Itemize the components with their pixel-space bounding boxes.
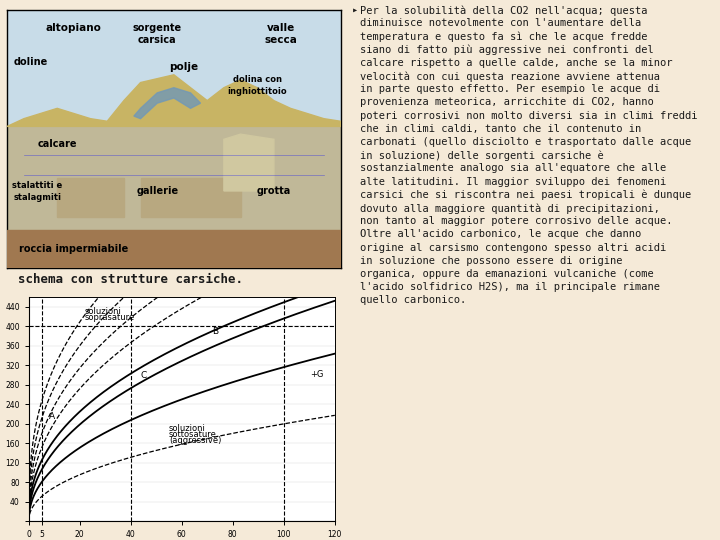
- Text: stalattiti e: stalattiti e: [12, 181, 63, 190]
- Text: gallerie: gallerie: [136, 186, 179, 196]
- Text: calcare: calcare: [37, 139, 77, 150]
- Text: in soluzione) delle sorgenti carsiche è: in soluzione) delle sorgenti carsiche è: [360, 150, 604, 161]
- Text: +G: +G: [310, 370, 323, 380]
- Text: in parte questo effetto. Per esempio le acque di: in parte questo effetto. Per esempio le …: [360, 84, 660, 94]
- Polygon shape: [224, 134, 274, 191]
- Text: sorgente: sorgente: [132, 23, 181, 33]
- Text: grotta: grotta: [257, 186, 291, 196]
- Text: dovuto alla maggiore quantità di precipitazioni,: dovuto alla maggiore quantità di precipi…: [360, 203, 660, 213]
- Text: velocità con cui questa reazione avviene attenua: velocità con cui questa reazione avviene…: [360, 71, 660, 82]
- Polygon shape: [7, 75, 341, 126]
- Text: soluzioni: soluzioni: [85, 307, 122, 316]
- Polygon shape: [140, 178, 240, 217]
- Text: sostanzialmente analogo sia all'equatore che alle: sostanzialmente analogo sia all'equatore…: [360, 164, 666, 173]
- Text: poteri corrosivi non molto diversi sia in climi freddi: poteri corrosivi non molto diversi sia i…: [360, 111, 698, 120]
- Text: ▸: ▸: [352, 5, 359, 15]
- Text: carsici che si riscontra nei paesi tropicali è dunque: carsici che si riscontra nei paesi tropi…: [360, 190, 691, 200]
- Text: provenienza meteorica, arricchite di CO2, hanno: provenienza meteorica, arricchite di CO2…: [360, 97, 654, 107]
- Text: in soluzione che possono essere di origine: in soluzione che possono essere di origi…: [360, 256, 623, 266]
- Text: carbonati (quello disciolto e trasportato dalle acque: carbonati (quello disciolto e trasportat…: [360, 137, 691, 147]
- Polygon shape: [7, 10, 341, 126]
- Text: che in climi caldi, tanto che il contenuto in: che in climi caldi, tanto che il contenu…: [360, 124, 642, 134]
- Text: quello carbonico.: quello carbonico.: [360, 295, 467, 306]
- Text: polje: polje: [169, 62, 199, 72]
- Y-axis label: CaCO₃  mg/l: CaCO₃ mg/l: [0, 382, 1, 436]
- Polygon shape: [7, 230, 341, 268]
- Text: (aggressive): (aggressive): [169, 436, 222, 446]
- Polygon shape: [57, 178, 124, 217]
- Text: secca: secca: [264, 35, 297, 45]
- Text: altopiano: altopiano: [46, 23, 102, 33]
- Text: l'acido solfidrico H2S), ma il principale rimane: l'acido solfidrico H2S), ma il principal…: [360, 282, 660, 292]
- Text: valle: valle: [266, 23, 294, 33]
- Text: stalagmiti: stalagmiti: [13, 193, 61, 202]
- Text: roccia impermiabile: roccia impermiabile: [19, 244, 128, 254]
- Polygon shape: [7, 126, 341, 230]
- Text: non tanto al maggior potere corrosivo delle acque.: non tanto al maggior potere corrosivo de…: [360, 216, 672, 226]
- Text: calcare rispetto a quelle calde, anche se la minor: calcare rispetto a quelle calde, anche s…: [360, 58, 672, 68]
- Text: B: B: [212, 327, 218, 335]
- Text: siano di fatto più aggressive nei confronti del: siano di fatto più aggressive nei confro…: [360, 45, 654, 55]
- Text: temperatura e questo fa sì che le acque fredde: temperatura e questo fa sì che le acque …: [360, 31, 647, 42]
- Text: carsica: carsica: [138, 35, 176, 45]
- Text: soprasature: soprasature: [85, 313, 135, 322]
- Text: diminuisce notevolmente con l'aumentare della: diminuisce notevolmente con l'aumentare …: [360, 18, 642, 28]
- Text: Oltre all'acido carbonico, le acque che danno: Oltre all'acido carbonico, le acque che …: [360, 230, 642, 239]
- Text: inghiottitoio: inghiottitoio: [228, 87, 287, 96]
- Polygon shape: [134, 87, 201, 119]
- Text: sottosature: sottosature: [169, 430, 217, 439]
- Text: C: C: [140, 372, 147, 380]
- Text: schema con strutture carsiche.: schema con strutture carsiche.: [18, 273, 243, 286]
- Text: Per la solubilità della CO2 nell'acqua; questa: Per la solubilità della CO2 nell'acqua; …: [360, 5, 647, 16]
- Text: soluzioni: soluzioni: [169, 424, 206, 433]
- Text: origine al carsismo contengono spesso altri acidi: origine al carsismo contengono spesso al…: [360, 242, 666, 253]
- Text: doline: doline: [14, 57, 48, 67]
- Text: A: A: [49, 412, 55, 421]
- Text: alte latitudini. Il maggior sviluppo dei fenomeni: alte latitudini. Il maggior sviluppo dei…: [360, 177, 666, 187]
- Text: organica, oppure da emanazioni vulcaniche (come: organica, oppure da emanazioni vulcanich…: [360, 269, 654, 279]
- Text: dolina con: dolina con: [233, 76, 282, 84]
